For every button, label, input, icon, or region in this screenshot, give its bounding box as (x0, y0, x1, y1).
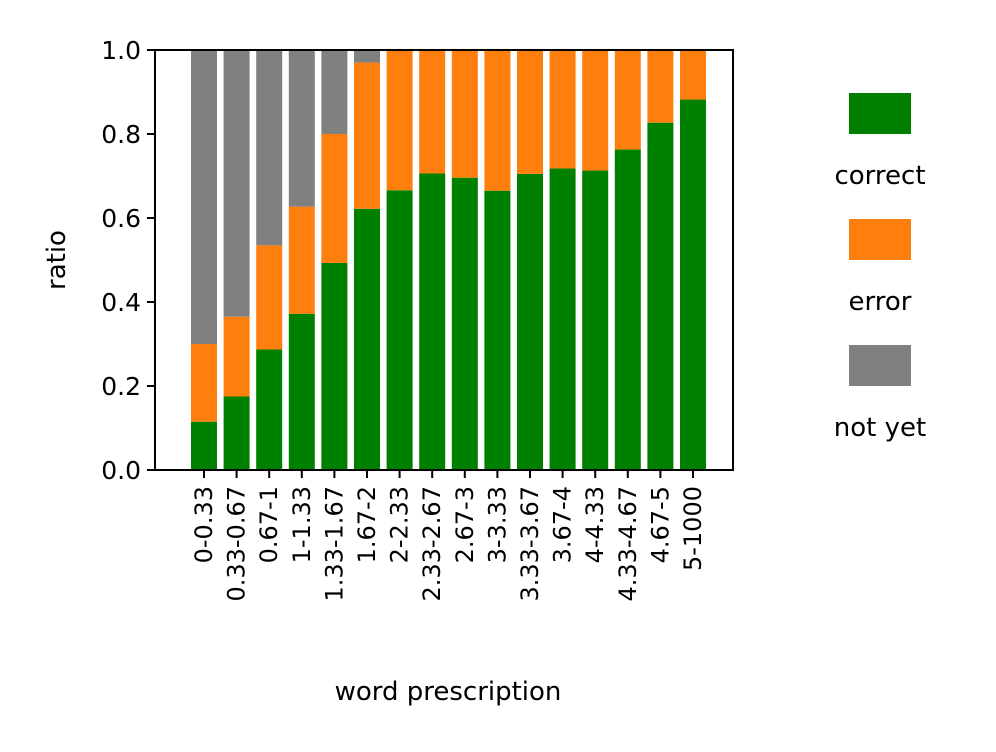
bar-error-6 (386, 50, 413, 191)
x-tick-label: 0-0.33 (190, 486, 218, 563)
bar-not-yet-3 (288, 50, 315, 207)
bar-error-10 (517, 50, 543, 174)
x-axis-label: word prescription (335, 677, 562, 707)
bar-not-yet-4 (321, 50, 348, 134)
y-tick-label: 0.0 (101, 456, 141, 485)
bar-error-8 (451, 50, 478, 178)
x-tick-label: 3-3.33 (483, 486, 511, 563)
bar-not-yet-2 (256, 50, 283, 246)
bar-error-1 (223, 316, 250, 397)
x-tick-label: 2-2.33 (386, 486, 414, 563)
bar-correct-8 (451, 177, 478, 470)
x-tick-label: 1.67-2 (353, 486, 381, 563)
y-tick-label: 0.8 (101, 120, 141, 149)
x-tick-label: 2.33-2.67 (418, 486, 446, 602)
bar-correct-11 (549, 168, 576, 470)
bar-error-15 (680, 50, 706, 100)
bar-correct-10 (517, 173, 543, 470)
x-tick-label: 5-1000 (679, 486, 707, 571)
bar-correct-6 (386, 190, 413, 470)
bar-error-3 (288, 206, 315, 314)
legend-swatch-error (849, 219, 911, 260)
plot-frame (154, 49, 734, 471)
bar-correct-0 (191, 421, 217, 470)
y-tick-label: 1.0 (101, 36, 141, 65)
bar-error-0 (191, 344, 217, 422)
x-tick-label: 1-1.33 (288, 486, 316, 563)
bar-error-11 (549, 50, 576, 169)
bar-correct-12 (582, 170, 609, 471)
bar-error-2 (256, 245, 283, 350)
bar-not-yet-5 (354, 50, 380, 63)
x-tick-label: 4.67-5 (646, 486, 674, 563)
x-tick-label: 4-4.33 (581, 486, 609, 563)
legend-label-error: error (849, 287, 912, 317)
y-axis: 0.0 0.2 0.4 0.6 0.8 1.0 (101, 36, 155, 485)
y-tick-label: 0.2 (101, 372, 141, 401)
bar-correct-15 (680, 99, 706, 470)
x-tick-label: 4.33-4.67 (614, 486, 642, 602)
x-axis: 0-0.33 0.33-0.67 0.67-1 1-1.33 1.33-1.67 1.67… (190, 470, 707, 602)
x-tick-label: 1.33-1.67 (320, 486, 348, 602)
x-tick-label: 2.67-3 (451, 486, 479, 563)
legend-label-not-yet: not yet (834, 413, 926, 443)
bar-correct-9 (484, 190, 511, 470)
bar-error-4 (321, 134, 348, 263)
bar-error-7 (419, 50, 446, 174)
bar-correct-7 (419, 173, 446, 471)
legend-label-correct: correct (834, 161, 925, 191)
x-tick-label: 0.67-1 (255, 486, 283, 563)
bar-not-yet-1 (223, 50, 250, 317)
legend: correct error not yet (834, 93, 926, 443)
bar-correct-1 (223, 396, 250, 470)
y-tick-label: 0.6 (101, 204, 141, 233)
bar-correct-3 (288, 313, 315, 470)
bar-error-5 (354, 62, 380, 209)
bar-not-yet-0 (191, 50, 217, 344)
bar-error-12 (582, 50, 609, 171)
legend-swatch-correct (849, 93, 911, 134)
bar-correct-2 (256, 349, 283, 470)
y-tick-label: 0.4 (101, 288, 141, 317)
x-tick-label: 3.67-4 (549, 486, 577, 563)
x-tick-label: 3.33-3.67 (516, 486, 544, 602)
bar-error-9 (484, 50, 511, 191)
bar-error-14 (647, 50, 674, 123)
bars-layer (191, 50, 706, 471)
bar-correct-14 (647, 122, 674, 470)
y-axis-label: ratio (42, 230, 72, 290)
bar-error-13 (614, 50, 641, 150)
bar-correct-13 (614, 149, 641, 471)
x-tick-label: 0.33-0.67 (223, 486, 251, 602)
bar-correct-5 (354, 208, 380, 470)
bar-correct-4 (321, 262, 348, 470)
legend-swatch-not-yet (849, 345, 911, 386)
